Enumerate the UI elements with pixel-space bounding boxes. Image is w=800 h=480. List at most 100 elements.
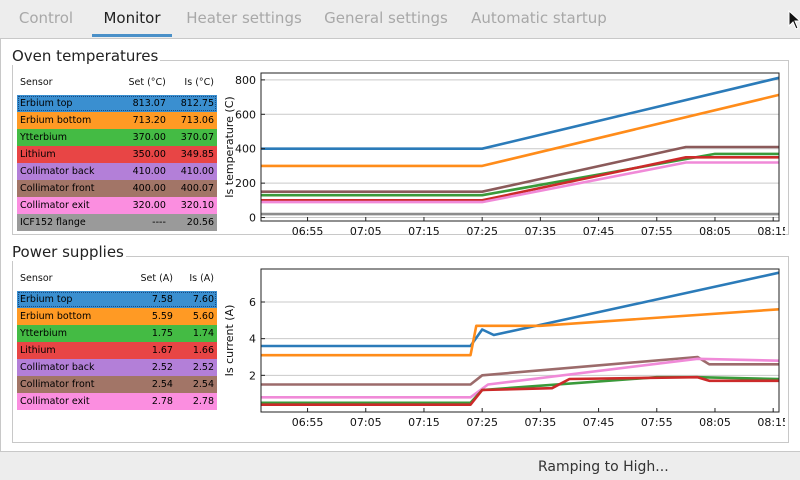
x-tick-label: 06:55 xyxy=(292,225,324,238)
table-row[interactable]: Erbium bottom 713.20 713.06 xyxy=(17,112,217,129)
series-line xyxy=(261,161,779,204)
power-supplies-group: Power supplies Sensor Set (A) Is (A) Erb… xyxy=(12,244,789,443)
is-column-header[interactable]: Is (°C) xyxy=(168,69,217,95)
is-value-cell: 320.10 xyxy=(180,200,214,211)
set-column-header[interactable]: Set (°C) xyxy=(115,69,169,95)
sensor-name-cell: Ytterbium xyxy=(20,328,67,339)
table-row[interactable]: Collimator back 410.00 410.00 xyxy=(17,163,217,180)
y-tick-label: 4 xyxy=(249,333,256,346)
x-tick-label: 07:45 xyxy=(583,225,615,238)
tab-monitor[interactable]: Monitor xyxy=(92,0,172,37)
plot-frame xyxy=(260,72,780,222)
is-value-cell: 7.60 xyxy=(192,294,214,305)
is-value-cell: 20.56 xyxy=(186,217,214,228)
is-value-cell: 349.85 xyxy=(180,149,214,160)
is-value-cell: 400.07 xyxy=(180,183,214,194)
is-column-header[interactable]: Is (A) xyxy=(175,265,217,291)
set-value-cell: 1.75 xyxy=(151,328,173,339)
y-tick-label: 0 xyxy=(249,212,256,225)
series-line xyxy=(261,308,780,357)
series-line xyxy=(261,271,780,348)
set-value-cell: 400.00 xyxy=(132,183,166,194)
set-value-cell: 7.58 xyxy=(151,294,173,305)
x-tick-label: 07:35 xyxy=(525,225,557,238)
oven-sensor-table: Sensor Set (°C) Is (°C) Erbium top 813.07… xyxy=(17,69,217,231)
y-tick-label: 6 xyxy=(249,296,256,309)
x-tick-label: 07:05 xyxy=(350,416,382,429)
is-value-cell: 410.00 xyxy=(180,166,214,177)
set-value-cell: 1.67 xyxy=(151,345,173,356)
oven-temperatures-group: Oven temperatures Sensor Set (°C) Is (°C… xyxy=(12,48,789,238)
table-row[interactable]: Ytterbium 1.75 1.74 xyxy=(17,325,217,342)
tab-general-settings[interactable]: General settings xyxy=(324,9,448,27)
table-row[interactable]: Ytterbium 370.00 370.07 xyxy=(17,129,217,146)
table-row[interactable]: Erbium top 813.07 812.75 xyxy=(17,95,217,112)
x-tick-label: 08:15 xyxy=(757,416,785,429)
is-value-cell: 370.07 xyxy=(180,132,214,143)
x-tick-label: 07:25 xyxy=(466,225,498,238)
set-value-cell: 320.00 xyxy=(132,200,166,211)
sensor-name-cell: Collimator front xyxy=(20,379,95,390)
sensor-name-cell: Erbium bottom xyxy=(20,311,92,322)
power-current-chart: 2 4 6 06:55 07:05 07:15 07:25 07:35 07:45 07:55 08… xyxy=(223,268,785,429)
x-tick-label: 07:55 xyxy=(641,225,673,238)
y-tick-label: 200 xyxy=(235,177,256,190)
power-supplies-title: Power supplies xyxy=(12,243,126,261)
x-tick-label: 07:05 xyxy=(350,225,382,238)
sensor-name-cell: Collimator back xyxy=(20,362,95,373)
series-line xyxy=(261,357,780,399)
sensor-name-cell: Erbium top xyxy=(20,98,73,109)
series-line xyxy=(261,76,780,150)
tab-control[interactable]: Control xyxy=(18,9,74,27)
x-tick-label: 07:35 xyxy=(525,416,557,429)
is-value-cell: 713.06 xyxy=(180,115,214,126)
table-row[interactable]: Collimator exit 2.78 2.78 xyxy=(17,393,217,410)
x-tick-label: 08:05 xyxy=(699,416,731,429)
set-value-cell: 2.78 xyxy=(151,396,173,407)
series-line xyxy=(261,375,779,406)
x-tick-label: 07:55 xyxy=(641,416,673,429)
y-tick-label: 600 xyxy=(235,108,256,121)
oven-temperatures-title: Oven temperatures xyxy=(12,47,161,65)
series-line xyxy=(261,355,779,386)
table-row[interactable]: Erbium bottom 5.59 5.60 xyxy=(17,308,217,325)
power-sensor-table: Sensor Set (A) Is (A) Erbium top 7.58 7.60… xyxy=(17,265,217,410)
tab-automatic-startup[interactable]: Automatic startup xyxy=(471,9,607,27)
set-value-cell: 713.20 xyxy=(132,115,166,126)
oven-temperature-chart: 0 200 400 600 800 06:55 07:05 07:15 07:25 07:35 07… xyxy=(223,72,785,238)
x-tick-label: 07:25 xyxy=(466,416,498,429)
series-line xyxy=(261,156,779,202)
table-row[interactable]: Lithium 1.67 1.66 xyxy=(17,342,217,359)
y-axis-label: Is temperature (C) xyxy=(223,96,236,197)
table-row[interactable]: Collimator front 400.00 400.07 xyxy=(17,180,217,197)
sensor-name-cell: Erbium bottom xyxy=(20,115,92,126)
sensor-column-header[interactable]: Sensor xyxy=(17,69,116,95)
set-value-cell: 2.52 xyxy=(151,362,173,373)
sensor-column-header[interactable]: Sensor xyxy=(17,265,125,291)
set-column-header[interactable]: Set (A) xyxy=(124,265,176,291)
x-tick-label: 06:55 xyxy=(292,416,324,429)
set-value-cell: 2.54 xyxy=(151,379,173,390)
mouse-cursor-icon xyxy=(788,10,800,30)
table-row[interactable]: Collimator exit 320.00 320.10 xyxy=(17,197,217,214)
table-row[interactable]: Collimator back 2.52 2.52 xyxy=(17,359,217,376)
monitor-panel: Oven temperatures Sensor Set (°C) Is (°C… xyxy=(0,39,800,452)
is-value-cell: 2.52 xyxy=(192,362,214,373)
set-value-cell: 5.59 xyxy=(151,311,173,322)
table-row[interactable]: Erbium top 7.58 7.60 xyxy=(17,291,217,308)
table-row[interactable]: Lithium 350.00 349.85 xyxy=(17,146,217,163)
tab-heater-settings[interactable]: Heater settings xyxy=(186,9,302,27)
set-value-cell: 370.00 xyxy=(132,132,166,143)
is-value-cell: 2.54 xyxy=(192,379,214,390)
sensor-name-cell: Lithium xyxy=(20,345,56,356)
x-tick-label: 07:45 xyxy=(583,416,615,429)
table-row[interactable]: Collimator front 2.54 2.54 xyxy=(17,376,217,393)
sensor-name-cell: Lithium xyxy=(20,149,56,160)
series-line xyxy=(261,93,780,168)
y-tick-label: 2 xyxy=(249,369,256,382)
sensor-name-cell: Collimator exit xyxy=(20,396,90,407)
sensor-name-cell: Collimator back xyxy=(20,166,95,177)
x-tick-label: 08:05 xyxy=(699,225,731,238)
y-tick-label: 800 xyxy=(235,74,256,87)
table-row[interactable]: ICF152 flange ---- 20.56 xyxy=(17,214,217,231)
